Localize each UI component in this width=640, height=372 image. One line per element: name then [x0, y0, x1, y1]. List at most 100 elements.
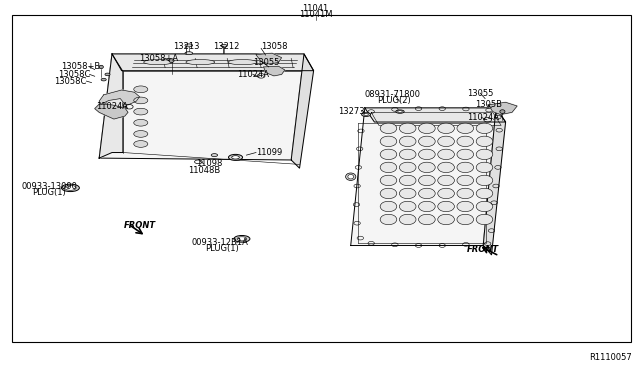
Text: R1110057: R1110057 — [589, 353, 632, 362]
Ellipse shape — [134, 97, 148, 104]
Ellipse shape — [419, 188, 435, 199]
Ellipse shape — [457, 162, 474, 173]
Ellipse shape — [419, 149, 435, 160]
Polygon shape — [95, 104, 128, 119]
Polygon shape — [351, 108, 496, 246]
Text: FRONT: FRONT — [467, 245, 499, 254]
Text: 13058: 13058 — [261, 42, 287, 51]
Ellipse shape — [364, 114, 369, 116]
Polygon shape — [291, 54, 314, 168]
Ellipse shape — [134, 141, 148, 147]
Ellipse shape — [419, 123, 435, 134]
Ellipse shape — [476, 201, 493, 212]
Ellipse shape — [419, 136, 435, 147]
Ellipse shape — [476, 136, 493, 147]
Text: 13213: 13213 — [173, 42, 199, 51]
Ellipse shape — [457, 201, 474, 212]
Ellipse shape — [134, 86, 148, 93]
Ellipse shape — [65, 185, 76, 190]
Ellipse shape — [380, 175, 397, 186]
Ellipse shape — [419, 162, 435, 173]
Ellipse shape — [399, 188, 416, 199]
Ellipse shape — [348, 174, 354, 179]
Ellipse shape — [105, 73, 110, 76]
Text: 13058C: 13058C — [54, 77, 87, 86]
Ellipse shape — [211, 154, 218, 157]
Ellipse shape — [237, 237, 247, 241]
Ellipse shape — [438, 136, 454, 147]
Ellipse shape — [476, 188, 493, 199]
Ellipse shape — [438, 175, 454, 186]
Polygon shape — [483, 108, 506, 255]
Text: 11024A: 11024A — [237, 70, 269, 79]
Ellipse shape — [380, 201, 397, 212]
Ellipse shape — [346, 173, 356, 180]
Text: 11024A: 11024A — [96, 102, 128, 111]
Ellipse shape — [380, 214, 397, 225]
Ellipse shape — [169, 59, 174, 62]
Text: PLUG(1): PLUG(1) — [32, 188, 66, 197]
Ellipse shape — [143, 60, 173, 65]
Ellipse shape — [399, 214, 416, 225]
Ellipse shape — [457, 214, 474, 225]
Ellipse shape — [399, 149, 416, 160]
Polygon shape — [256, 53, 282, 64]
Ellipse shape — [380, 136, 397, 147]
Polygon shape — [99, 54, 123, 158]
Polygon shape — [365, 108, 506, 122]
Ellipse shape — [476, 175, 493, 186]
Ellipse shape — [438, 162, 454, 173]
Ellipse shape — [228, 60, 257, 65]
Ellipse shape — [399, 175, 416, 186]
Ellipse shape — [221, 44, 227, 47]
Ellipse shape — [232, 156, 239, 159]
Ellipse shape — [438, 149, 454, 160]
Ellipse shape — [101, 78, 106, 81]
Ellipse shape — [380, 149, 397, 160]
Ellipse shape — [134, 119, 148, 126]
Ellipse shape — [399, 123, 416, 134]
Ellipse shape — [457, 149, 474, 160]
Ellipse shape — [362, 113, 371, 116]
Ellipse shape — [438, 188, 454, 199]
Ellipse shape — [476, 162, 493, 173]
Text: PLUG(1): PLUG(1) — [205, 244, 239, 253]
Text: FRONT: FRONT — [124, 221, 156, 230]
Ellipse shape — [99, 65, 104, 68]
Ellipse shape — [399, 162, 416, 173]
Ellipse shape — [457, 123, 474, 134]
Ellipse shape — [234, 235, 250, 242]
Ellipse shape — [419, 201, 435, 212]
Ellipse shape — [380, 162, 397, 173]
Ellipse shape — [476, 149, 493, 160]
Text: 11024A: 11024A — [467, 113, 499, 122]
Ellipse shape — [185, 44, 193, 47]
Polygon shape — [488, 102, 517, 115]
Text: 00933-13090: 00933-13090 — [21, 182, 77, 191]
Ellipse shape — [419, 214, 435, 225]
Ellipse shape — [228, 154, 243, 160]
Text: PLUG(2): PLUG(2) — [378, 96, 412, 105]
Text: 08931-71800: 08931-71800 — [365, 90, 421, 99]
Text: 13212: 13212 — [213, 42, 239, 51]
Text: 11099: 11099 — [256, 148, 282, 157]
Text: 1305B: 1305B — [475, 100, 502, 109]
Ellipse shape — [457, 175, 474, 186]
Ellipse shape — [396, 110, 404, 113]
Ellipse shape — [185, 52, 193, 55]
Text: 11041M: 11041M — [299, 10, 332, 19]
Ellipse shape — [438, 201, 454, 212]
Bar — [12, 15, 631, 342]
Polygon shape — [112, 54, 314, 71]
Text: 11098: 11098 — [196, 159, 223, 168]
Ellipse shape — [134, 108, 148, 115]
Ellipse shape — [438, 123, 454, 134]
Ellipse shape — [399, 201, 416, 212]
Ellipse shape — [195, 160, 202, 164]
Text: 13055: 13055 — [467, 89, 493, 97]
Ellipse shape — [61, 184, 79, 192]
Ellipse shape — [399, 136, 416, 147]
Text: 11048B: 11048B — [188, 166, 220, 174]
Text: 11041: 11041 — [302, 4, 329, 13]
Ellipse shape — [476, 123, 493, 134]
